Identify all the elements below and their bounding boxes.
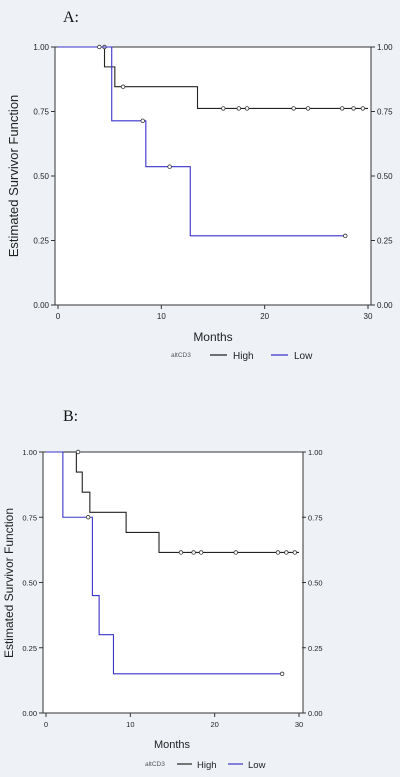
y-tick-label-right: 0.75	[377, 108, 393, 117]
censor-mark-high	[275, 550, 281, 555]
series-low-curve	[46, 451, 283, 675]
panel-a-plot-frame	[54, 46, 372, 306]
series-high-curve	[46, 451, 299, 554]
censor-mark-high	[360, 106, 366, 111]
panel-b-x-axis-label: Months	[154, 739, 191, 751]
x-tick-label: 10	[157, 312, 166, 321]
panel-b-axes: 0.00 0.00 0.25 0.25 0.50 0.50 0.75 0.75 1.00 1.00…	[22, 448, 322, 729]
censor-mark-high	[305, 106, 311, 111]
panel-a-legend: altCD3 High Low	[171, 351, 313, 362]
panel-b-legend-low-label: Low	[248, 760, 266, 771]
censor-mark-low	[279, 671, 285, 677]
censor-mark-low	[343, 233, 348, 239]
panel-b-y-axis-label: Estimated Survivor Function	[2, 508, 16, 658]
y-tick-label-right: 1.00	[308, 448, 323, 457]
x-tick-label: 20	[260, 312, 269, 321]
panel-b-legend-title: altCD3	[145, 761, 165, 768]
y-tick-label-left: 0.75	[22, 513, 37, 522]
panel-a-y-axis-label: Estimated Survivor Function	[6, 95, 21, 258]
y-tick-label-right: 0.50	[308, 579, 323, 588]
y-tick-label-right: 1.00	[377, 43, 393, 52]
y-tick-label-left: 0.25	[33, 237, 49, 246]
censor-mark-high	[236, 106, 242, 111]
panel-a: A: 0.00 0.00 0.25 0.25 0.50 0.50 0.75 0.75 1.00 1…	[6, 9, 393, 362]
y-tick-label-right: 0.25	[377, 237, 393, 246]
panel-a-label: A:	[63, 9, 79, 26]
censor-mark-high	[221, 106, 226, 111]
censor-mark-high	[284, 550, 289, 555]
panel-b-label: B:	[63, 408, 78, 425]
censor-mark-high	[191, 550, 196, 555]
censor-mark-high	[178, 550, 184, 555]
x-tick-label: 0	[56, 312, 61, 321]
censor-mark-high	[244, 106, 250, 111]
censor-mark-low	[140, 118, 145, 123]
censor-mark-high	[198, 550, 204, 555]
series-low-curve	[58, 46, 348, 237]
panel-b-legend: altCD3 High Low	[145, 760, 266, 771]
censor-mark-high	[233, 550, 238, 555]
censor-mark-low	[167, 164, 172, 169]
panel-a-axes: 0.00 0.00 0.25 0.25 0.50 0.50 0.75 0.75 1.00 1.00…	[33, 43, 393, 321]
series-high-curve	[58, 46, 368, 109]
censor-mark-high	[291, 106, 296, 111]
y-tick-label-left: 0.25	[22, 644, 37, 653]
censor-mark-low	[97, 44, 102, 50]
y-tick-label-right: 0.50	[377, 172, 393, 181]
censor-mark-high	[120, 84, 126, 89]
y-tick-label-left: 0.00	[22, 709, 37, 718]
y-tick-label-left: 1.00	[22, 448, 37, 457]
y-tick-label-left: 0.50	[22, 579, 37, 588]
x-tick-label: 20	[210, 720, 218, 729]
censor-mark-high	[351, 106, 356, 111]
x-tick-label: 10	[126, 720, 134, 729]
panel-a-x-axis-label: Months	[193, 330, 232, 344]
x-tick-label: 30	[295, 720, 303, 729]
panel-a-curves	[58, 44, 368, 239]
panel-a-legend-high-label: High	[233, 351, 254, 362]
y-tick-label-right: 0.00	[308, 709, 323, 718]
panel-a-legend-low-label: Low	[294, 351, 313, 362]
panel-a-legend-title: altCD3	[171, 352, 191, 359]
y-tick-label-left: 1.00	[33, 43, 49, 52]
x-tick-label: 0	[44, 720, 48, 729]
censor-mark-high	[339, 106, 345, 111]
censor-mark-low	[85, 515, 91, 520]
censor-mark-high	[292, 550, 297, 555]
panel-b-legend-high-label: High	[197, 760, 217, 771]
y-tick-label-left: 0.50	[33, 172, 49, 181]
y-tick-label-right: 0.75	[308, 513, 323, 522]
y-tick-label-right: 0.00	[377, 301, 393, 310]
panel-b-curves	[46, 449, 299, 677]
y-tick-label-left: 0.75	[33, 108, 49, 117]
y-tick-label-left: 0.00	[33, 301, 49, 310]
y-tick-label-right: 0.25	[308, 644, 323, 653]
censor-mark-high	[75, 449, 81, 455]
x-tick-label: 30	[364, 312, 373, 321]
panel-b: B: 0.00 0.00 0.25 0.25 0.50 0.50 0.75 0.75 1.00 1…	[2, 408, 323, 771]
